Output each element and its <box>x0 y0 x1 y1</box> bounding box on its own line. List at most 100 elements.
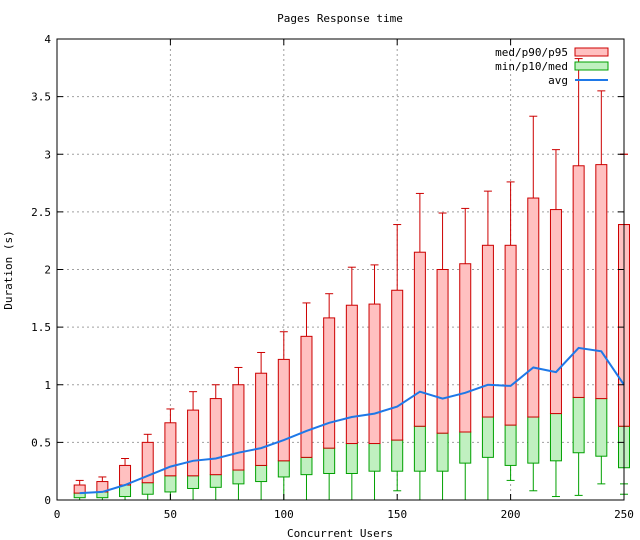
box-plot-series <box>73 58 630 501</box>
upper-box <box>300 335 313 458</box>
upper-box <box>119 464 132 486</box>
x-tick-label: 100 <box>274 508 294 521</box>
chart-title: Pages Response time <box>277 12 403 25</box>
legend-item: med/p90/p95 <box>495 46 609 59</box>
box-group <box>391 224 404 492</box>
box-group <box>549 149 562 498</box>
upper-box <box>187 409 200 477</box>
upper-box <box>255 372 268 466</box>
box-group <box>187 391 200 501</box>
upper-box <box>277 358 290 462</box>
box-group <box>96 476 109 501</box>
upper-box <box>481 244 494 418</box>
x-tick-label: 250 <box>614 508 634 521</box>
upper-box <box>595 164 608 400</box>
y-axis-label: Duration (s) <box>2 230 15 309</box>
lower-box <box>255 464 268 483</box>
upper-box <box>209 398 222 476</box>
box-group <box>595 90 608 485</box>
lower-box <box>549 413 562 462</box>
box-group <box>73 479 86 501</box>
upper-box <box>504 244 517 426</box>
upper-box <box>164 422 177 477</box>
upper-box <box>572 165 585 398</box>
x-tick-label: 50 <box>164 508 177 521</box>
lower-box <box>141 482 154 495</box>
box-group <box>527 115 540 492</box>
legend-label: avg <box>548 74 568 87</box>
lower-box <box>436 432 449 472</box>
legend-item: avg <box>548 74 608 87</box>
legend-swatch <box>574 47 609 57</box>
lower-box <box>345 443 358 474</box>
lower-box <box>481 416 494 458</box>
y-tick-label: 3.5 <box>31 91 51 104</box>
upper-box <box>549 209 562 415</box>
avg-line <box>79 346 625 495</box>
upper-box <box>436 269 449 434</box>
box-group <box>481 190 494 501</box>
lower-box <box>504 424 517 466</box>
y-tick-label: 2.5 <box>31 206 51 219</box>
x-tick-label: 200 <box>501 508 521 521</box>
box-group <box>119 458 132 501</box>
box-group <box>141 433 154 501</box>
y-tick-label: 1 <box>44 379 51 392</box>
upper-box <box>323 317 336 449</box>
upper-box <box>141 441 154 484</box>
x-axis-label: Concurrent Users <box>287 527 393 540</box>
lower-box <box>164 475 177 493</box>
lower-box <box>232 469 245 485</box>
y-tick-label: 0 <box>44 494 51 507</box>
box-group <box>413 192 426 501</box>
legend-label: min/p10/med <box>495 60 568 73</box>
upper-box <box>345 304 358 445</box>
upper-box <box>413 251 426 427</box>
lower-box <box>391 439 404 472</box>
box-group <box>459 207 472 501</box>
upper-box <box>527 197 540 418</box>
y-tick-label: 0.5 <box>31 436 51 449</box>
upper-box <box>73 484 86 494</box>
legend-item: min/p10/med <box>495 60 609 73</box>
lower-box <box>277 460 290 478</box>
box-group <box>504 181 517 481</box>
upper-box <box>232 384 245 471</box>
y-tick-label: 2 <box>44 264 51 277</box>
lower-box <box>572 396 585 454</box>
lower-box <box>187 475 200 489</box>
axis-ticks: 0 0.5 1 1.5 2 2.5 3 3.5 4 0 50 100 150 200 250 <box>31 33 634 521</box>
lower-box <box>527 416 540 464</box>
box-group <box>368 264 381 501</box>
lower-box <box>323 447 336 474</box>
box-group <box>436 212 449 501</box>
lower-box <box>300 456 313 476</box>
box-group <box>164 408 177 501</box>
box-group <box>572 58 585 496</box>
upper-box <box>459 263 472 433</box>
upper-box <box>368 303 381 445</box>
box-group <box>323 293 336 501</box>
avg-line-series <box>79 346 625 495</box>
lower-box <box>209 474 222 488</box>
legend-label: med/p90/p95 <box>495 46 568 59</box>
y-tick-label: 4 <box>44 33 51 46</box>
lower-box <box>413 425 426 472</box>
lower-box <box>459 431 472 464</box>
upper-box <box>391 289 404 441</box>
lower-box <box>595 398 608 457</box>
y-tick-label: 1.5 <box>31 321 51 334</box>
legend-swatch <box>574 61 609 71</box>
x-tick-label: 0 <box>54 508 61 521</box>
box-group <box>300 302 313 501</box>
box-group <box>345 266 358 501</box>
box-group <box>277 331 290 501</box>
box-group <box>255 351 268 501</box>
box-group <box>209 384 222 501</box>
lower-box <box>368 443 381 472</box>
box-group <box>232 366 245 501</box>
x-tick-label: 150 <box>387 508 407 521</box>
y-tick-label: 3 <box>44 148 51 161</box>
